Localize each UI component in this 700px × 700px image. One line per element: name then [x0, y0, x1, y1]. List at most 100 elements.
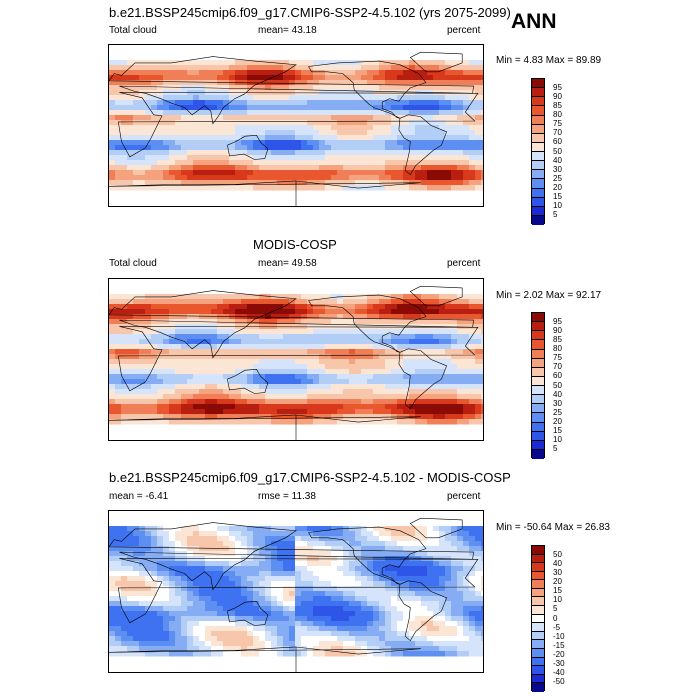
map-cell [415, 150, 422, 156]
map-cell [211, 120, 218, 126]
map-cell [271, 105, 278, 111]
map-cell [217, 105, 224, 111]
map-cell [211, 130, 218, 136]
map-cell [163, 95, 170, 101]
map-cell [433, 100, 440, 106]
map-cell [481, 90, 483, 96]
map-cell [463, 349, 470, 355]
map-cell [427, 180, 434, 186]
map-cell [295, 591, 302, 597]
map-cell [265, 526, 272, 532]
map-cell [421, 299, 428, 305]
map-cell [223, 170, 230, 176]
map-cell [427, 95, 434, 101]
map-cell [193, 566, 200, 572]
map-cell [397, 125, 404, 131]
map-cell [253, 165, 260, 171]
map-cell [271, 581, 278, 587]
map-cell [205, 304, 212, 310]
map-cell [313, 621, 320, 627]
map-cell [163, 591, 170, 597]
map-cell [121, 404, 128, 410]
map-cell [247, 561, 254, 567]
map-cell [427, 90, 434, 96]
map-cell [241, 170, 248, 176]
map-cell [229, 404, 236, 410]
map-cell [175, 551, 182, 557]
map-cell [349, 125, 356, 131]
map-cell [295, 596, 302, 602]
map-cell [199, 646, 206, 652]
map-cell [439, 546, 446, 552]
map-cell [109, 414, 116, 420]
map-cell [415, 334, 422, 340]
map-cell [211, 309, 218, 315]
map-cell [229, 180, 236, 186]
map-cell [247, 359, 254, 365]
map-cell [331, 319, 338, 325]
map-cell [175, 339, 182, 345]
map-cell [217, 601, 224, 607]
map-cell [133, 419, 140, 425]
map-cell [145, 566, 152, 572]
map-cell [181, 616, 188, 622]
map-cell [445, 70, 452, 76]
map-cell [451, 80, 458, 86]
map-cell [181, 626, 188, 632]
map-cell [211, 115, 218, 121]
map-cell [247, 150, 254, 156]
map-cell [301, 80, 308, 86]
map-cell [331, 160, 338, 166]
map-cell [307, 299, 314, 305]
map-cell [145, 130, 152, 136]
map-cell [163, 299, 170, 305]
map-cell [349, 536, 356, 542]
map-cell [481, 319, 483, 325]
map-cell [421, 586, 428, 592]
map-cell [289, 616, 296, 622]
map-cell [421, 85, 428, 91]
map-cell [307, 319, 314, 325]
map-cell [157, 591, 164, 597]
map-cell [199, 641, 206, 647]
map-cell [409, 115, 416, 121]
map-cell [475, 85, 482, 91]
map-cell [385, 384, 392, 390]
map-cell [295, 374, 302, 380]
map-cell [361, 631, 368, 637]
map-cell [199, 404, 206, 410]
map-cell [397, 90, 404, 96]
map-cell [469, 611, 476, 617]
map-cell [181, 304, 188, 310]
colorbar-tick-label: 85 [553, 100, 562, 110]
map-cell [193, 616, 200, 622]
map-cell [319, 75, 326, 81]
map-cell [193, 369, 200, 375]
map-cell [313, 319, 320, 325]
map-cell [253, 394, 260, 400]
map-cell [145, 120, 152, 126]
map-cell [151, 95, 158, 101]
map-cell [211, 65, 218, 71]
map-cell [463, 70, 470, 76]
map-cell [373, 399, 380, 405]
map-cell [163, 576, 170, 582]
map-cell [451, 526, 458, 532]
map-cell [181, 369, 188, 375]
map-cell [373, 616, 380, 622]
colorbar-segment [532, 395, 544, 405]
map-cell [391, 419, 398, 425]
map-cell [229, 526, 236, 532]
map-cell [313, 389, 320, 395]
map-cell [451, 95, 458, 101]
map-cell [361, 344, 368, 350]
map-cell [127, 419, 134, 425]
map-cell [469, 596, 476, 602]
map-cell [481, 394, 483, 400]
map-cell [217, 115, 224, 121]
map-cell [115, 641, 122, 647]
map-cell [145, 329, 152, 335]
map-cell [277, 339, 284, 345]
map-cell [349, 170, 356, 176]
map-cell [475, 150, 482, 156]
